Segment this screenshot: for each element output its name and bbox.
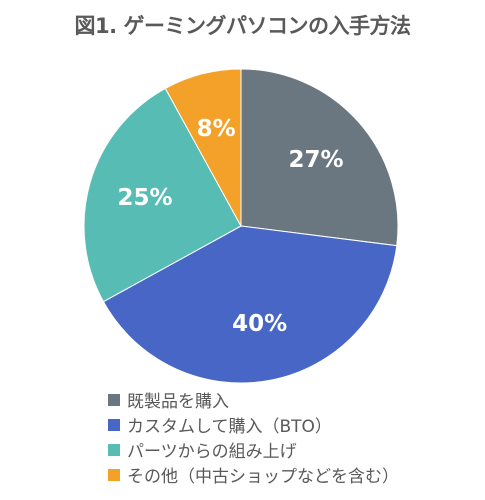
pie-slice-1 bbox=[240, 68, 399, 247]
pie-slice-label-1: 27% bbox=[288, 147, 343, 173]
pie-slice-label-4: 8% bbox=[197, 116, 236, 142]
legend-label: パーツからの組み上げ bbox=[127, 442, 297, 462]
pie-slice-label-3: 25% bbox=[117, 185, 172, 211]
pie-slice-labels: 27% 40% 25% 8% bbox=[117, 116, 343, 337]
pie-slice-2 bbox=[102, 225, 398, 384]
legend: 既製品を購入カスタムして購入（BTO） パーツからの組み上げその他（中古ショップな… bbox=[108, 387, 399, 487]
legend-swatch bbox=[108, 393, 120, 406]
chart-title: 図1. ゲーミングパソコンの入手方法 bbox=[74, 14, 411, 38]
legend-label: 既製品を購入 bbox=[127, 392, 229, 412]
pie-chart: 27% 40% 25% 8% bbox=[83, 68, 399, 384]
legend-label: その他（中古ショップなどを含む） bbox=[127, 467, 399, 487]
pie-slice-label-2: 40% bbox=[232, 311, 287, 337]
pie-slices bbox=[83, 68, 399, 384]
legend-swatch bbox=[108, 468, 120, 481]
legend-item-4: その他（中古ショップなどを含む） bbox=[108, 462, 399, 487]
legend-item-2: カスタムして購入（BTO） bbox=[108, 412, 399, 437]
legend-swatch bbox=[108, 418, 120, 431]
pie-slice-3 bbox=[83, 87, 242, 303]
legend-item-1: 既製品を購入 bbox=[108, 387, 399, 412]
legend-swatch bbox=[108, 443, 120, 456]
legend-label: カスタムして購入（BTO） bbox=[127, 417, 332, 437]
legend-item-3: パーツからの組み上げ bbox=[108, 437, 399, 462]
pie-slice-4 bbox=[164, 68, 242, 227]
